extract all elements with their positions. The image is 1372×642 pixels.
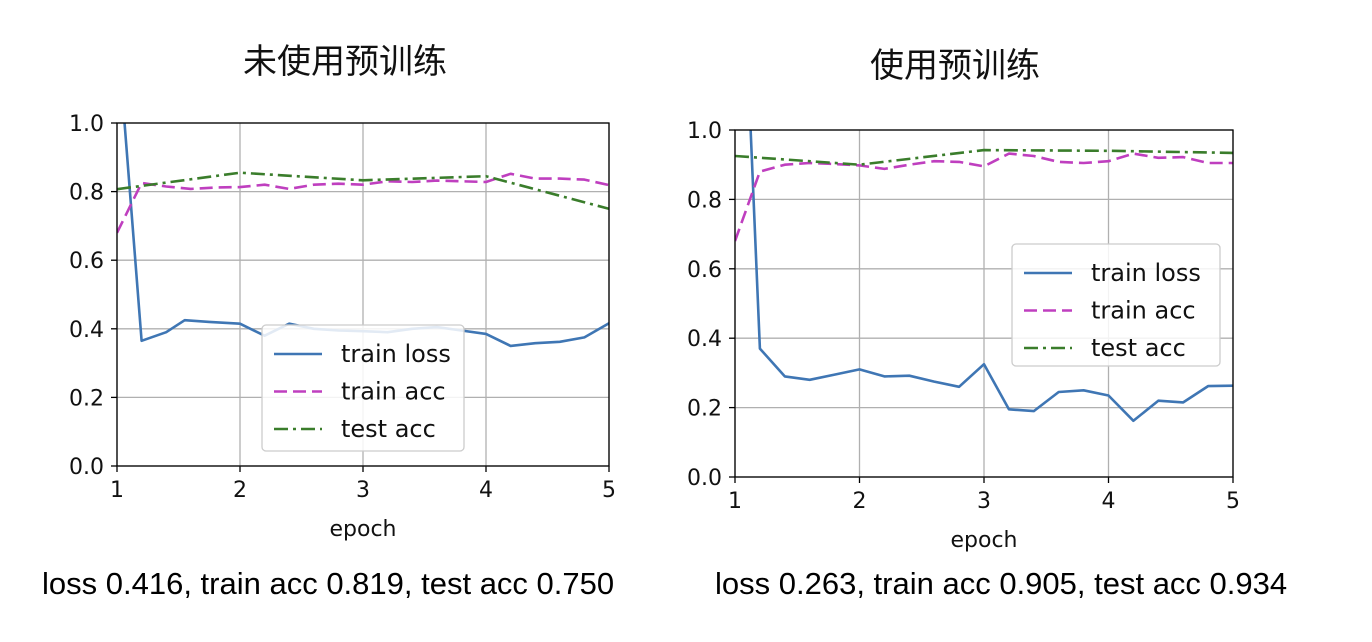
- series-line-train-loss: [123, 123, 609, 348]
- x-tick-label: 1: [728, 489, 742, 514]
- legend-entry: test acc: [341, 415, 436, 443]
- x-tick-label: 2: [853, 489, 867, 514]
- y-tick-label: 0.6: [69, 249, 104, 274]
- chart-1: 1 2 3 4 5 0.0 0.2 0.4 0.6 0.8 1.0 epoch train loss tr…: [69, 112, 616, 542]
- x-axis-label: epoch: [951, 528, 1018, 553]
- x-tick-label: 5: [602, 478, 616, 503]
- legend-entry: train loss: [1091, 259, 1201, 287]
- legend-entry: test acc: [1091, 334, 1186, 362]
- legend-box: [261, 324, 465, 452]
- y-tick-label: 1.0: [687, 119, 722, 144]
- series-line-test-acc: [735, 148, 1233, 166]
- y-tick-label: 0.4: [69, 318, 104, 343]
- x-tick-label: 5: [1226, 489, 1240, 514]
- series-line-test-acc: [117, 171, 609, 211]
- plot-frame: [116, 122, 610, 467]
- y-tick-label: 1.0: [69, 112, 104, 137]
- series-line-train-acc: [117, 172, 609, 234]
- plot-frame: [734, 129, 1234, 478]
- x-tick-label: 4: [479, 478, 493, 503]
- y-tick-label: 0.0: [687, 466, 722, 491]
- legend-entry: train acc: [1091, 297, 1196, 325]
- y-tick-label: 0.2: [69, 386, 104, 411]
- x-tick-label: 3: [977, 489, 991, 514]
- legend-entry: train loss: [341, 340, 451, 368]
- series-line-train-loss: [749, 130, 1233, 423]
- x-tick-label: 1: [110, 478, 124, 503]
- legend-box: [1011, 243, 1221, 367]
- x-axis-label: epoch: [330, 517, 397, 542]
- chart-title-right: 使用预训练: [870, 46, 1040, 86]
- x-tick-label: 4: [1102, 489, 1116, 514]
- summary-right: loss 0.263, train acc 0.905, test acc 0.…: [715, 566, 1288, 601]
- x-tick-label: 2: [233, 478, 247, 503]
- legend-entry: train acc: [341, 378, 446, 406]
- y-tick-label: 0.8: [687, 188, 722, 213]
- y-tick-label: 0.2: [687, 397, 722, 422]
- chart-2: 1 2 3 4 5 0.0 0.2 0.4 0.6 0.8 1.0 epoch train loss tr…: [687, 119, 1240, 553]
- y-tick-label: 0.6: [687, 258, 722, 283]
- y-tick-label: 0.8: [69, 181, 104, 206]
- y-tick-label: 0.0: [69, 455, 104, 480]
- chart-title-left: 未使用预训练: [243, 42, 447, 82]
- x-tick-label: 3: [356, 478, 370, 503]
- summary-left: loss 0.416, train acc 0.819, test acc 0.…: [42, 566, 615, 601]
- y-tick-label: 0.4: [687, 327, 722, 352]
